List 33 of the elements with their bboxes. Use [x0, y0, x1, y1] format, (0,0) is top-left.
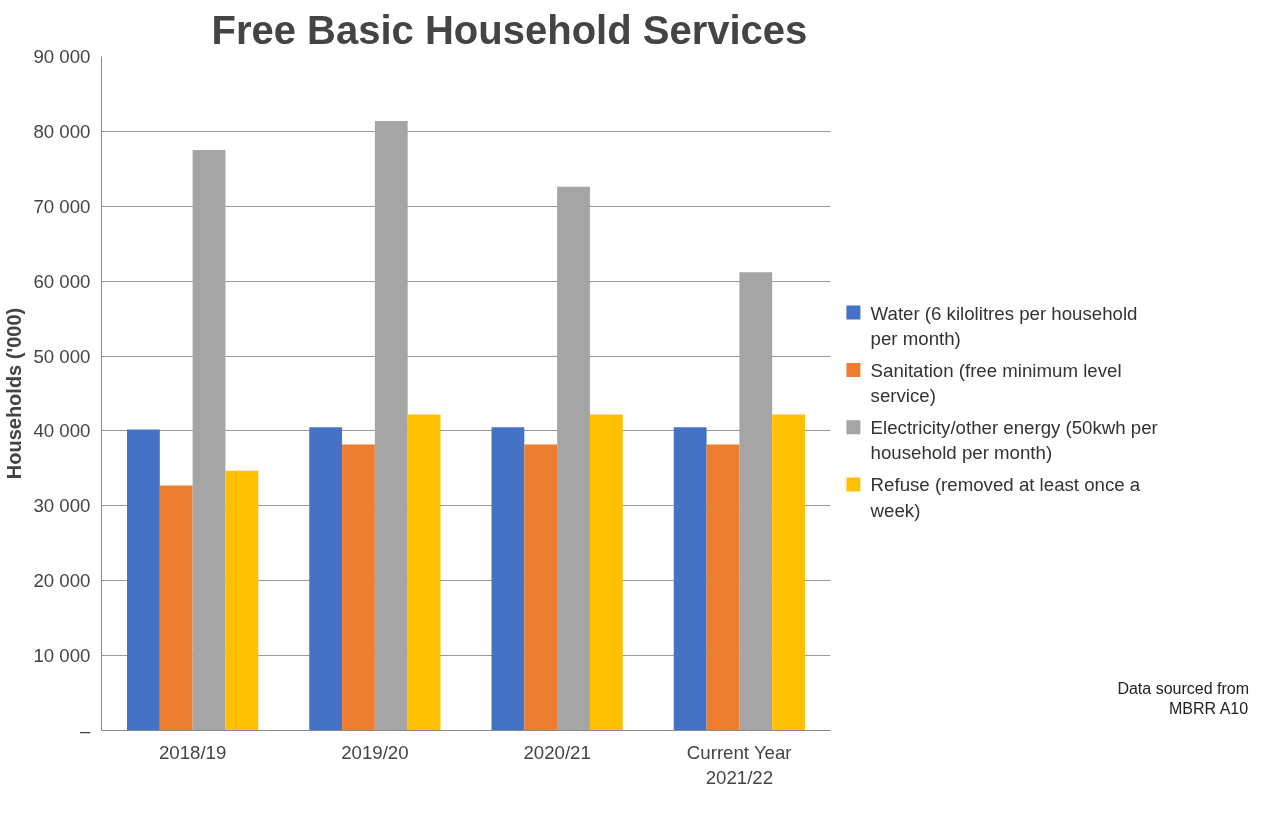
bar	[491, 427, 525, 731]
legend-label: Sanitation (free minimum level service)	[870, 359, 1122, 407]
x-tick-label: 2019/20	[341, 741, 409, 763]
chart-title: Free Basic Household Services	[211, 7, 808, 52]
bar	[225, 470, 259, 731]
bar	[706, 444, 740, 731]
y-tick-label: 70 000	[33, 195, 91, 217]
y-tick-label: 90 000	[33, 46, 91, 67]
bar	[524, 444, 558, 731]
y-tick-label: 60 000	[33, 270, 91, 292]
bar	[589, 414, 623, 731]
y-axis-title: Households ('000)	[3, 307, 26, 480]
y-tick-label: 20 000	[33, 570, 91, 592]
bar	[127, 429, 160, 731]
y-tick-label: 50 000	[33, 345, 91, 367]
bar	[342, 444, 375, 731]
y-tick-label: 10 000	[33, 645, 91, 667]
y-tick-label: 80 000	[33, 120, 91, 142]
bar	[407, 414, 441, 731]
y-tick-label: 40 000	[33, 420, 91, 442]
bar	[772, 414, 805, 731]
legend-label: Water (6 kilolitres per household per month)	[870, 302, 1138, 349]
text: Data sourced from MBRR A10	[1117, 679, 1249, 718]
legend-label: Refuse (removed at least once a week)	[869, 474, 1141, 521]
y-tick-label: 30 000	[33, 495, 91, 517]
x-tick-label: 2018/19	[158, 741, 227, 763]
bar	[673, 427, 707, 731]
legend-label: Electricity/other energy (50kwh per household per month)	[870, 417, 1158, 464]
y-tick-label: –	[80, 720, 92, 741]
bar	[309, 427, 343, 731]
bar	[159, 485, 193, 731]
x-tick-label: 2020/21	[523, 741, 591, 763]
x-tick-label: Current Year 2021/22	[686, 741, 792, 788]
